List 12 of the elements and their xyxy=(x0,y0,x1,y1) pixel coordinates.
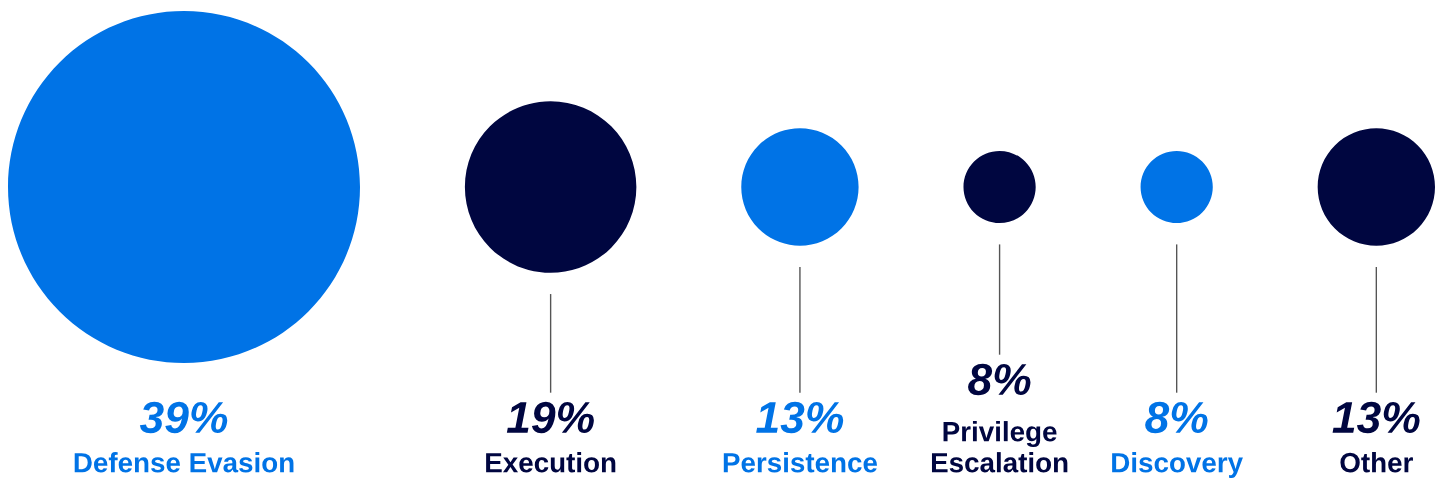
data-label: 19% xyxy=(506,401,594,434)
category-label: Execution xyxy=(486,452,616,473)
data-label: 8% xyxy=(968,363,1031,396)
category-label: Defense Evasion xyxy=(74,452,294,473)
category-label: Persistence xyxy=(723,452,877,473)
data-label: 39% xyxy=(139,401,228,434)
data-label: 13% xyxy=(756,401,844,434)
data-label: 13% xyxy=(1332,401,1420,434)
category-label: Other xyxy=(1340,452,1413,473)
category-label: Privilege Escalation xyxy=(931,421,1068,473)
data-label: 8% xyxy=(1145,401,1208,434)
category-label: Discovery xyxy=(1112,452,1243,478)
